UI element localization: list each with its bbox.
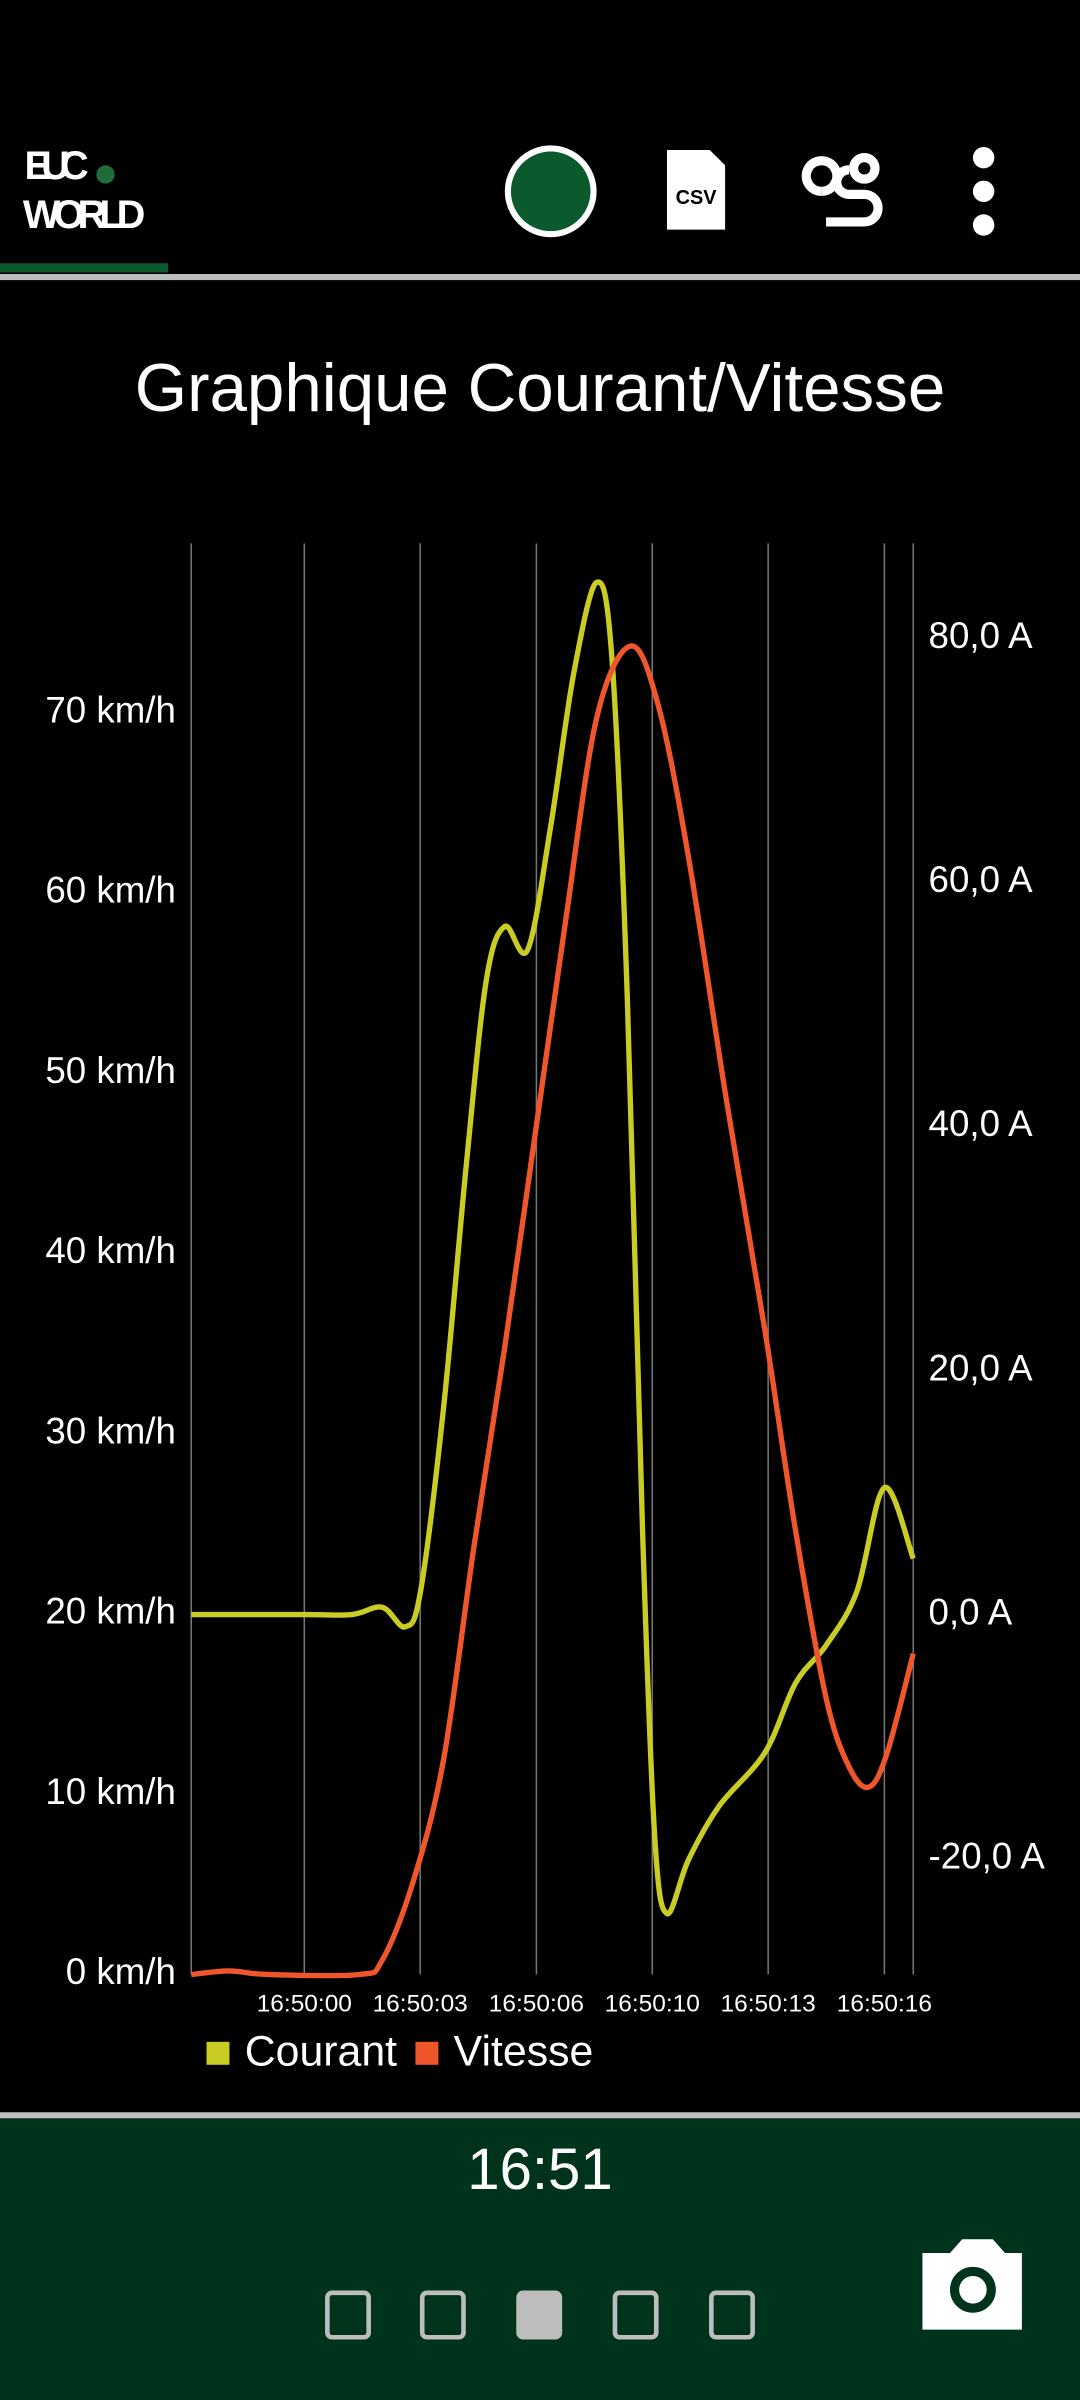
legend-label: Courant bbox=[245, 2027, 397, 2075]
tab-indicator bbox=[0, 263, 169, 273]
page-indicators bbox=[325, 2290, 755, 2340]
series-line bbox=[190, 643, 916, 1979]
y-tick-label: 50 km/h bbox=[45, 1050, 176, 1091]
dot bbox=[972, 214, 995, 236]
y-tick-label: 40 km/h bbox=[45, 1230, 176, 1271]
legend-label: Vitesse bbox=[454, 2027, 594, 2075]
clock: 16:51 bbox=[467, 2137, 612, 2202]
page-dot[interactable] bbox=[325, 2290, 371, 2340]
divider bbox=[0, 273, 1080, 281]
csv-label: CSV bbox=[676, 187, 718, 209]
x-tick-label: 16:50:13 bbox=[721, 1991, 816, 2018]
x-tick-label: 16:50:10 bbox=[605, 1991, 700, 2018]
y-tick-label: 10 km/h bbox=[45, 1771, 176, 1812]
footer bbox=[0, 2118, 1080, 2400]
more-button[interactable] bbox=[972, 146, 995, 236]
page-dot[interactable] bbox=[709, 2290, 755, 2340]
x-tick-label: 16:50:16 bbox=[837, 1991, 932, 2018]
logo-bottom: WORLD bbox=[23, 193, 145, 237]
y2-tick-label: 40,0 A bbox=[929, 1103, 1034, 1144]
y-tick-label: 70 km/h bbox=[45, 689, 176, 730]
y2-tick-label: 80,0 A bbox=[929, 615, 1034, 656]
series-line bbox=[191, 579, 916, 1917]
page-dot[interactable] bbox=[419, 2290, 466, 2340]
x-tick-label: 16:50:03 bbox=[373, 1991, 468, 2018]
y2-tick-label: -20,0 A bbox=[929, 1835, 1046, 1876]
y2-tick-label: 20,0 A bbox=[929, 1347, 1034, 1388]
route-button[interactable] bbox=[801, 153, 883, 227]
logo-top: EUC bbox=[24, 144, 88, 188]
divider bbox=[0, 2112, 1080, 2119]
dot bbox=[972, 180, 995, 203]
x-tick-label: 16:50:06 bbox=[489, 1991, 584, 2018]
camera-button[interactable] bbox=[922, 2239, 1022, 2330]
csv-button[interactable]: CSV bbox=[666, 150, 726, 230]
record-button[interactable] bbox=[504, 145, 597, 238]
y2-tick-label: 60,0 A bbox=[929, 859, 1034, 900]
route-path bbox=[801, 156, 883, 227]
y-tick-label: 20 km/h bbox=[45, 1591, 176, 1632]
legend-swatch bbox=[206, 2041, 230, 2065]
camera-body bbox=[922, 2239, 1022, 2330]
logo[interactable]: EUC WORLD bbox=[23, 144, 145, 237]
x-tick-label: 16:50:00 bbox=[257, 1991, 352, 2018]
camera-lens bbox=[949, 2266, 996, 2313]
chart-title: Graphique Courant/Vitesse bbox=[135, 351, 946, 426]
y-tick-label: 60 km/h bbox=[45, 870, 176, 911]
legend-swatch bbox=[415, 2041, 439, 2065]
logo-dot bbox=[96, 165, 115, 184]
y2-tick-label: 0,0 A bbox=[929, 1591, 1013, 1632]
chart: 16:50:00 16:50:03 16:50:06 16:50:10 16:50:13… bbox=[45, 543, 1045, 2075]
dot bbox=[972, 146, 995, 169]
page-dot[interactable] bbox=[612, 2290, 659, 2340]
route-pin bbox=[849, 153, 880, 184]
y-tick-label: 30 km/h bbox=[45, 1410, 176, 1451]
page-dot-active[interactable] bbox=[516, 2290, 563, 2340]
csv-doc bbox=[666, 150, 726, 230]
y-tick-label: 0 km/h bbox=[66, 1951, 176, 1992]
